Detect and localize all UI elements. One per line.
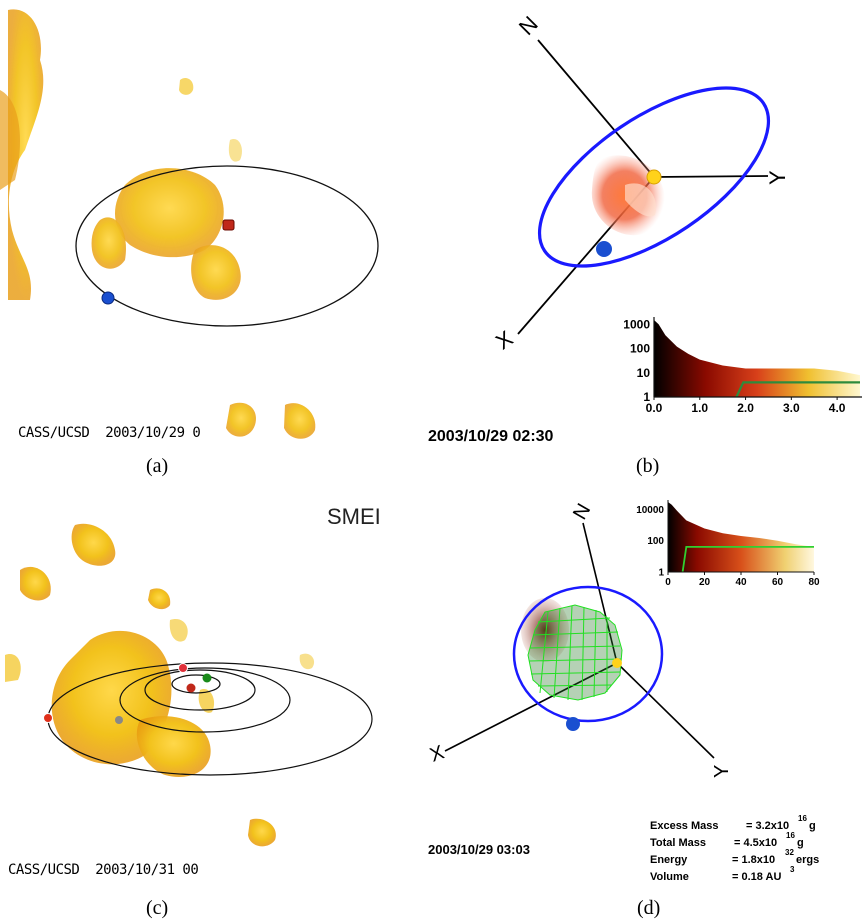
density-clouds-a [0, 9, 316, 439]
axis-y-line-d [616, 662, 715, 759]
stat-name: Excess Mass [650, 820, 719, 832]
y-tick-label: 10000 [636, 505, 664, 516]
earth-orbit-ellipse [75, 165, 379, 327]
timestamp-d: 2003/10/29 03:03 [428, 842, 530, 857]
x-tick-label: 3.0 [783, 401, 800, 415]
panel-a [0, 9, 379, 439]
earth-orbit-ellipse-b [537, 86, 771, 268]
density-clouds-c [5, 523, 315, 847]
stat-value: = 4.5x10 [734, 837, 777, 849]
timestamp-c: CASS/UCSD 2003/10/31 00 [8, 862, 198, 878]
axis-n-line-d [582, 522, 618, 664]
stat-name: Total Mass [650, 837, 706, 849]
timestamp-b: 2003/10/29 02:30 [428, 428, 554, 445]
earth-marker-b [596, 241, 612, 257]
sun-marker-c [186, 683, 196, 693]
panel-d [444, 522, 715, 759]
x-tick-label: 0.0 [646, 401, 663, 415]
axis-label-n-d: N [569, 500, 595, 524]
sun-marker-b [646, 169, 662, 185]
x-tick-label: 20 [699, 577, 711, 588]
histogram-b: 0.0 1.0 2.0 3.0 4.0 1 10 100 1000 [623, 317, 862, 415]
x-tick-label: 4.0 [829, 401, 846, 415]
stat-unit: g [797, 837, 804, 849]
panel-b [517, 39, 771, 335]
stat-exp: 3 [790, 865, 795, 874]
histogram-d-threshold-line [681, 546, 814, 573]
smei-label: SMEI [327, 504, 381, 529]
panel-c [5, 523, 373, 847]
stat-name: Energy [650, 854, 688, 866]
axis-label-y-b: Y [765, 170, 790, 185]
x-tick-label: 60 [772, 577, 784, 588]
y-tick-label: 1000 [623, 317, 650, 331]
y-tick-label: 10 [637, 366, 651, 380]
panel-label-a: (a) [146, 455, 168, 477]
y-tick-label: 100 [647, 536, 664, 547]
histogram-b-threshold-line [735, 381, 860, 398]
panel-label-d: (d) [637, 897, 660, 919]
sun-marker [222, 219, 235, 231]
axis-label-x-d: X [427, 741, 447, 766]
panel-label-c: (c) [146, 897, 168, 919]
histogram-b-area [654, 320, 860, 397]
stat-exp: 16 [798, 814, 807, 823]
stat-value: = 0.18 AU [732, 871, 781, 883]
x-tick-label: 0 [665, 577, 671, 588]
stats-block: Excess Mass = 3.2x10 16 g Total Mass = 4… [650, 814, 819, 883]
timestamp-a: CASS/UCSD 2003/10/29 0 [18, 425, 200, 441]
histogram-d: 0 20 40 60 80 1 100 10000 [636, 500, 820, 588]
stat-value: = 3.2x10 [746, 820, 789, 832]
x-tick-label: 2.0 [737, 401, 754, 415]
sun-marker-d [612, 658, 622, 668]
y-tick-label: 100 [630, 342, 650, 356]
stat-unit: ergs [796, 854, 819, 866]
axis-label-y-d: Y [711, 765, 733, 778]
axis-x-line-d [444, 662, 618, 752]
stat-value: = 1.8x10 [732, 854, 775, 866]
cme-wireframe [527, 604, 623, 701]
axis-label-n-b: N [514, 11, 543, 40]
x-tick-label: 1.0 [691, 401, 708, 415]
axis-n-line [537, 39, 655, 178]
x-tick-label: 80 [808, 577, 820, 588]
mercury-marker [202, 673, 212, 683]
earth-marker [101, 291, 115, 305]
panel-label-b: (b) [636, 455, 659, 477]
venus-marker [178, 663, 188, 673]
mars-marker [43, 713, 53, 723]
axis-y-line [653, 175, 769, 178]
y-tick-label: 1 [643, 390, 650, 404]
earth-marker-c [115, 716, 123, 724]
stat-name: Volume [650, 871, 689, 883]
stat-unit: g [809, 820, 816, 832]
histogram-d-area [668, 502, 814, 572]
earth-marker-d [566, 717, 580, 731]
x-tick-label: 40 [735, 577, 747, 588]
stat-exp: 16 [786, 831, 795, 840]
earth-orbit-ellipse-d [512, 585, 664, 723]
y-tick-label: 1 [658, 568, 664, 579]
axis-label-x-b: X [491, 325, 518, 354]
stat-exp: 32 [785, 848, 794, 857]
